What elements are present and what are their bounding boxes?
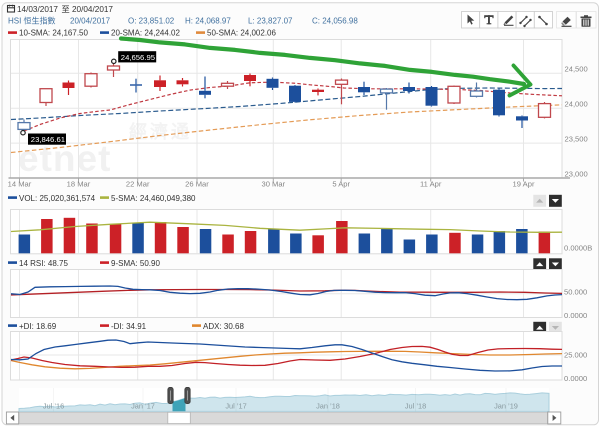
svg-text:22 Mar: 22 Mar [126,180,150,189]
svg-text:10-SMA: 24,167.50: 10-SMA: 24,167.50 [19,29,88,38]
svg-text:11 Apr: 11 Apr [420,180,442,189]
svg-text:L: 23,827.07: L: 23,827.07 [248,17,293,26]
svg-text:14 RSI: 48.75: 14 RSI: 48.75 [19,259,68,268]
svg-text:5-SMA: 24,460,049,380: 5-SMA: 24,460,049,380 [111,194,196,203]
svg-text:Jul ’16: Jul ’16 [43,401,64,410]
svg-text:0.0000B: 0.0000B [564,244,592,253]
svg-text:20-SMA: 24,244.02: 20-SMA: 24,244.02 [111,29,180,38]
svg-text:Jan ’19: Jan ’19 [494,401,518,410]
svg-text:Jul ’18: Jul ’18 [405,401,426,410]
svg-text:23,000: 23,000 [565,169,588,178]
svg-text:19 Apr: 19 Apr [513,180,535,189]
svg-text:20/04/2017: 20/04/2017 [72,5,113,14]
svg-text:30 Mar: 30 Mar [261,180,285,189]
svg-text:24,656.95: 24,656.95 [121,53,155,62]
svg-text:50-SMA: 24,002.06: 50-SMA: 24,002.06 [207,29,276,38]
svg-text:25.000: 25.000 [564,351,587,360]
svg-text:20/04/2017: 20/04/2017 [70,17,111,26]
svg-text:H: 24,068.97: H: 24,068.97 [185,17,231,26]
svg-text:18 Mar: 18 Mar [67,180,91,189]
svg-text:9-SMA: 50.90: 9-SMA: 50.90 [111,259,160,268]
svg-text:24,000: 24,000 [565,100,588,109]
svg-text:50.000: 50.000 [564,287,587,296]
svg-text:Jan ’17: Jan ’17 [131,401,155,410]
svg-text:0.0000: 0.0000 [564,374,587,383]
svg-text:Jul ’17: Jul ’17 [225,401,246,410]
svg-text:O: 23,851.02: O: 23,851.02 [128,17,175,26]
svg-text:經濟通: 經濟通 [129,121,192,142]
svg-text:14/03/2017: 14/03/2017 [17,5,58,14]
svg-text:23,846.61: 23,846.61 [31,135,65,144]
svg-text:+DI: 18.69: +DI: 18.69 [19,322,57,331]
svg-text:VOL: 25,020,361,574: VOL: 25,020,361,574 [19,194,96,203]
svg-text:5 Apr: 5 Apr [332,180,350,189]
svg-text:23,500: 23,500 [565,134,588,143]
svg-text:24,500: 24,500 [565,65,588,74]
svg-text:0.0000: 0.0000 [564,311,587,320]
svg-text:C: 24,056.98: C: 24,056.98 [312,17,358,26]
svg-text:ADX: 30.68: ADX: 30.68 [203,322,244,331]
svg-text:14 Mar: 14 Mar [8,180,32,189]
svg-text:etnet: etnet [18,138,111,179]
svg-text:26 Mar: 26 Mar [185,180,209,189]
svg-text:-DI: 34.91: -DI: 34.91 [111,322,147,331]
svg-text:HSI 恒生指數: HSI 恒生指數 [8,16,56,26]
svg-text:至: 至 [62,5,70,14]
svg-text:Jan ’18: Jan ’18 [316,401,340,410]
